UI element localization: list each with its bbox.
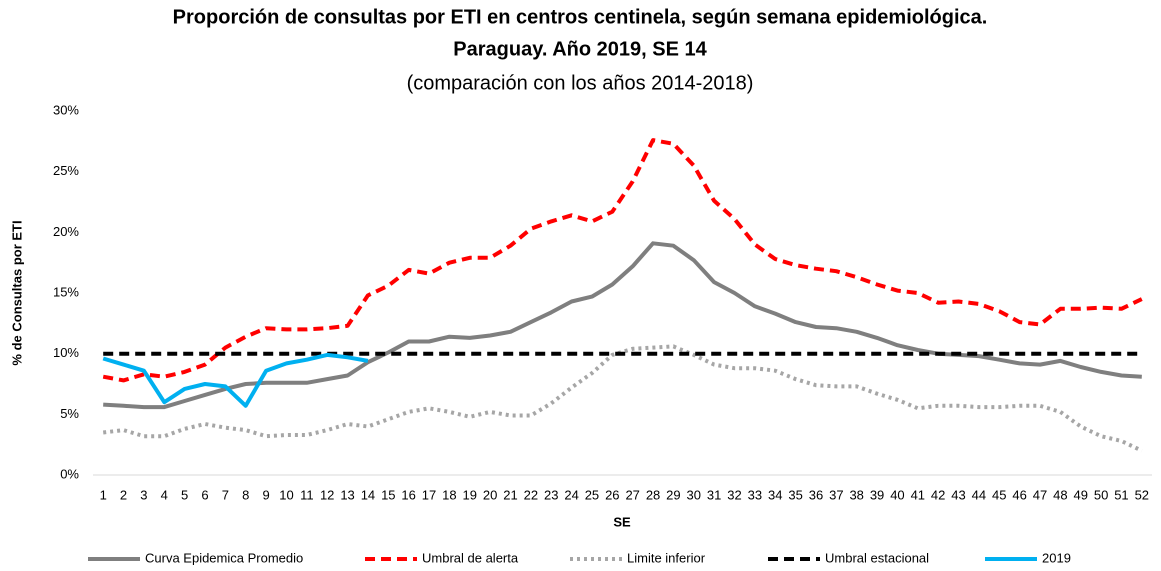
x-tick-label: 38	[849, 487, 863, 502]
series-line	[102, 344, 1143, 453]
x-tick-label: 15	[381, 487, 395, 502]
x-tick-label: 10	[279, 487, 293, 502]
legend-label: Limite inferior	[627, 550, 706, 565]
x-tick-label: 22	[524, 487, 538, 502]
x-tick-label: 39	[870, 487, 884, 502]
x-tick-label: 48	[1053, 487, 1067, 502]
y-tick-label: 25%	[53, 163, 79, 178]
x-tick-label: 8	[242, 487, 249, 502]
x-tick-label: 46	[1012, 487, 1026, 502]
x-tick-label: 35	[788, 487, 802, 502]
x-tick-label: 36	[809, 487, 823, 502]
series-line	[102, 352, 369, 408]
series-line	[102, 138, 1143, 383]
y-tick-label: 0%	[60, 466, 79, 481]
x-tick-label: 16	[401, 487, 415, 502]
x-tick-label: 40	[890, 487, 904, 502]
y-tick-label: 20%	[53, 224, 79, 239]
x-tick-label: 26	[605, 487, 619, 502]
legend-label: Curva Epidemica Promedio	[145, 550, 303, 565]
x-tick-label: 5	[181, 487, 188, 502]
x-tick-label: 42	[931, 487, 945, 502]
x-tick-label: 6	[201, 487, 208, 502]
x-tick-label: 14	[361, 487, 375, 502]
x-tick-label: 4	[161, 487, 168, 502]
x-tick-label: 18	[442, 487, 456, 502]
legend-label: Umbral estacional	[825, 550, 929, 565]
x-tick-label: 20	[483, 487, 497, 502]
x-tick-label: 21	[503, 487, 517, 502]
x-tick-label: 34	[768, 487, 782, 502]
x-tick-label: 51	[1114, 487, 1128, 502]
x-tick-label: 43	[951, 487, 965, 502]
x-tick-label: 27	[625, 487, 639, 502]
x-tick-label: 24	[564, 487, 578, 502]
x-tick-label: 47	[1033, 487, 1047, 502]
y-axis-title: % de Consultas por ETI	[9, 220, 24, 365]
x-tick-label: 19	[463, 487, 477, 502]
x-tick-label: 12	[320, 487, 334, 502]
x-tick-label: 23	[544, 487, 558, 502]
x-tick-label: 25	[585, 487, 599, 502]
x-tick-label: 17	[422, 487, 436, 502]
x-tick-label: 30	[687, 487, 701, 502]
x-tick-label: 31	[707, 487, 721, 502]
x-tick-label: 49	[1073, 487, 1087, 502]
y-tick-label: 5%	[60, 406, 79, 421]
x-tick-label: 45	[992, 487, 1006, 502]
x-tick-label: 32	[727, 487, 741, 502]
x-tick-label: 50	[1094, 487, 1108, 502]
legend-label: 2019	[1042, 550, 1071, 565]
x-tick-label: 2	[120, 487, 127, 502]
x-tick-label: 37	[829, 487, 843, 502]
y-tick-label: 15%	[53, 284, 79, 299]
x-tick-label: 13	[340, 487, 354, 502]
chart-subtitle: (comparación con los años 2014-2018)	[407, 72, 754, 94]
x-tick-label: 33	[748, 487, 762, 502]
chart-title: Paraguay. Año 2019, SE 14	[453, 38, 707, 60]
x-tick-label: 11	[300, 487, 314, 502]
x-tick-label: 41	[911, 487, 925, 502]
x-tick-label: 3	[140, 487, 147, 502]
x-tick-label: 7	[222, 487, 229, 502]
x-tick-label: 44	[972, 487, 986, 502]
y-tick-label: 30%	[53, 102, 79, 117]
x-tick-label: 29	[666, 487, 680, 502]
x-axis-title: SE	[613, 514, 631, 529]
x-tick-label: 1	[100, 487, 107, 502]
x-tick-label: 28	[646, 487, 660, 502]
x-tick-label: 52	[1135, 487, 1149, 502]
legend-label: Umbral de alerta	[422, 550, 519, 565]
chart-title: Proporción de consultas por ETI en centr…	[173, 6, 988, 28]
y-tick-label: 10%	[53, 345, 79, 360]
x-tick-label: 9	[262, 487, 269, 502]
